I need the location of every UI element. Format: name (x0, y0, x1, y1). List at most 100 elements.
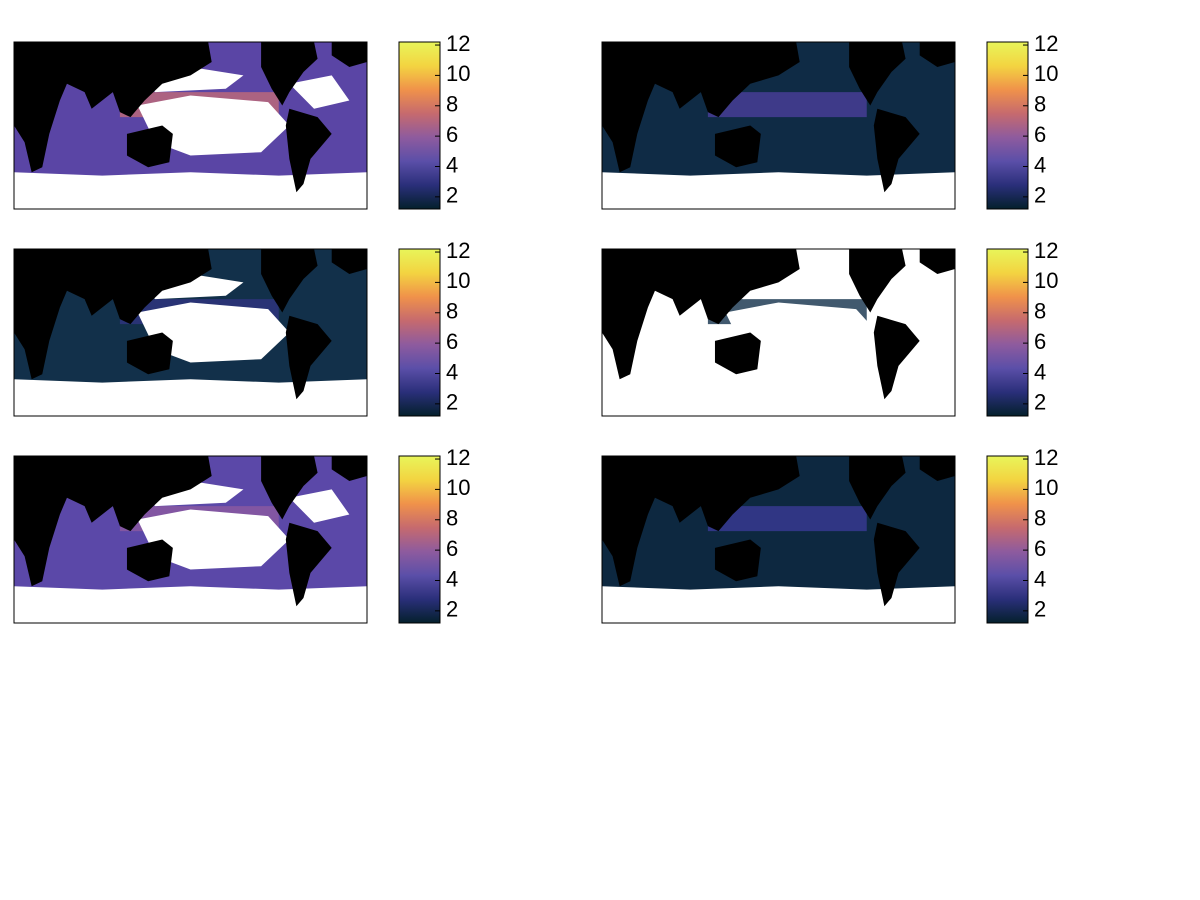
colorbar-tick-label: 8 (446, 92, 458, 117)
colorbar-tick-label: 10 (1034, 475, 1058, 500)
no-data (602, 586, 955, 623)
map-frame (13, 248, 368, 417)
colorbar-tick-label: 4 (1034, 359, 1046, 384)
colorbar-tick-label: 12 (1034, 31, 1058, 56)
no-data (14, 379, 367, 416)
map-panel: 2 4 6 8 10 12 (13, 31, 470, 210)
ocean-band (707, 92, 867, 118)
land (285, 108, 332, 193)
colorbar-tick-label: 2 (1034, 390, 1046, 415)
colorbar-tick-label: 10 (446, 61, 470, 86)
land (14, 42, 212, 173)
land (331, 42, 367, 68)
land (849, 456, 906, 520)
colorbar-tick-label: 12 (446, 238, 470, 263)
map-panel: 2 4 6 8 10 12 (601, 445, 1058, 624)
land (714, 539, 761, 582)
colorbar-tick-label: 2 (446, 183, 458, 208)
colorbar-tick-label: 10 (1034, 268, 1058, 293)
colorbar-tick-label: 6 (446, 329, 458, 354)
colorbar (398, 41, 441, 210)
colorbar-tick-label: 12 (1034, 445, 1058, 470)
colorbar-tick-label: 12 (446, 31, 470, 56)
land (331, 249, 367, 275)
land (261, 456, 318, 520)
colorbar-tick-label: 2 (446, 597, 458, 622)
colorbar-tick-label: 2 (446, 390, 458, 415)
colorbar-tick-label: 6 (1034, 536, 1046, 561)
map-frame (13, 41, 368, 210)
land (873, 108, 920, 193)
land (919, 249, 955, 275)
no-data (137, 95, 290, 156)
no-data (289, 75, 350, 109)
land (126, 332, 173, 375)
land (602, 456, 800, 587)
no-data (137, 509, 290, 570)
colorbar-tick-label: 4 (446, 152, 458, 177)
map-panel: 2 4 6 8 10 12 (13, 445, 470, 624)
colorbar-tick-label: 10 (446, 268, 470, 293)
land (919, 42, 955, 68)
colorbar-tick-label: 4 (446, 566, 458, 591)
land (602, 42, 800, 173)
colorbar-tick-label: 6 (1034, 329, 1046, 354)
colorbar-tick-label: 6 (446, 122, 458, 147)
colorbar-tick-label: 6 (1034, 122, 1046, 147)
colorbar-tick-label: 12 (1034, 238, 1058, 263)
colorbar-tick-label: 2 (1034, 183, 1046, 208)
colorbar-tick-label: 10 (1034, 61, 1058, 86)
map-frame (13, 455, 368, 624)
no-data (14, 586, 367, 623)
land (873, 315, 920, 400)
land (126, 539, 173, 582)
colorbar (398, 248, 441, 417)
map-panel: 2 4 6 8 10 12 (601, 31, 1058, 210)
no-data (725, 302, 878, 363)
colorbar-tick-label: 8 (446, 506, 458, 531)
land (602, 249, 800, 380)
land (285, 315, 332, 400)
colorbar-tick-label: 4 (1034, 566, 1046, 591)
colorbar-tick-label: 8 (1034, 299, 1046, 324)
no-data (602, 379, 955, 416)
land (331, 456, 367, 482)
map-panel: 2 4 6 8 10 12 (13, 238, 470, 417)
land (849, 42, 906, 106)
land (714, 332, 761, 375)
land (261, 42, 318, 106)
colorbar-tick-label: 4 (446, 359, 458, 384)
ocean-band (707, 506, 867, 532)
no-data (877, 282, 938, 316)
colorbar-tick-label: 8 (446, 299, 458, 324)
land (714, 125, 761, 168)
no-data (289, 489, 350, 523)
land (873, 522, 920, 607)
colorbar-tick-label: 12 (446, 445, 470, 470)
no-data (14, 172, 367, 209)
land (261, 249, 318, 313)
no-data (137, 302, 290, 363)
map-frame (601, 248, 956, 417)
colorbar (986, 455, 1029, 624)
colorbar (398, 455, 441, 624)
colorbar-tick-label: 10 (446, 475, 470, 500)
colorbar-tick-label: 8 (1034, 92, 1046, 117)
map-frame (601, 41, 956, 210)
land (285, 522, 332, 607)
land (919, 456, 955, 482)
land (126, 125, 173, 168)
no-data (602, 172, 955, 209)
land (14, 249, 212, 380)
colorbar-tick-label: 6 (446, 536, 458, 561)
map-frame (601, 455, 956, 624)
colorbar-tick-label: 2 (1034, 597, 1046, 622)
land (14, 456, 212, 587)
land (849, 249, 906, 313)
map-panel: 2 4 6 8 10 12 (601, 238, 1058, 417)
colorbar-tick-label: 8 (1034, 506, 1046, 531)
colorbar (986, 41, 1029, 210)
colorbar-tick-label: 4 (1034, 152, 1046, 177)
colorbar (986, 248, 1029, 417)
